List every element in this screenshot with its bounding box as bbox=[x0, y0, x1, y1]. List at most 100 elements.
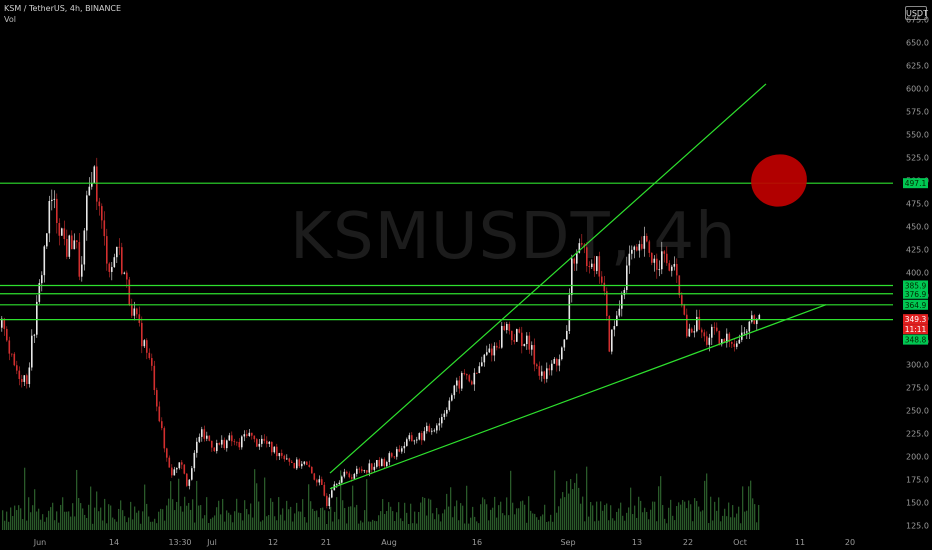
candle-body bbox=[641, 244, 643, 249]
volume-bar bbox=[322, 507, 324, 530]
volume-bar bbox=[536, 517, 538, 530]
volume-bar bbox=[52, 502, 54, 530]
trend-line bbox=[329, 304, 827, 490]
time-tick-label: Jun bbox=[33, 538, 47, 547]
volume-bar bbox=[234, 511, 236, 530]
volume-indicator-label[interactable]: Vol bbox=[4, 15, 16, 24]
volume-bar bbox=[394, 521, 396, 530]
candle-body bbox=[108, 263, 111, 272]
volume-bar bbox=[382, 499, 384, 530]
candle-body bbox=[3, 318, 6, 329]
candle-body bbox=[636, 246, 638, 251]
candle-body bbox=[308, 464, 311, 467]
candle-body bbox=[733, 343, 736, 347]
volume-bar bbox=[534, 513, 536, 530]
candle-body bbox=[366, 470, 368, 473]
volume-bar bbox=[706, 473, 708, 530]
price-tick-label: 125.0 bbox=[906, 522, 929, 531]
price-tick-label: 550.0 bbox=[906, 131, 929, 140]
candle-body bbox=[573, 258, 576, 264]
volume-bar bbox=[590, 501, 592, 530]
candle-body bbox=[631, 249, 633, 254]
candle-body bbox=[506, 323, 508, 331]
candle-body bbox=[433, 430, 436, 432]
volume-bar bbox=[324, 510, 326, 530]
candle-body bbox=[681, 295, 683, 306]
volume-bar bbox=[510, 470, 512, 530]
volume-bar bbox=[430, 499, 432, 530]
volume-bar bbox=[698, 506, 700, 530]
volume-bar bbox=[32, 505, 34, 530]
candle-body bbox=[386, 462, 388, 467]
price-label-text: 385.9 bbox=[905, 281, 927, 290]
candle-body bbox=[56, 198, 58, 223]
volume-bar bbox=[44, 521, 46, 530]
volume-bar bbox=[388, 502, 390, 530]
candle-body bbox=[713, 326, 716, 328]
candle-body bbox=[21, 378, 23, 382]
volume-bar bbox=[674, 520, 676, 530]
volume-bar bbox=[274, 516, 276, 530]
volume-bar bbox=[224, 521, 226, 530]
candle-body bbox=[66, 239, 68, 257]
volume-bar bbox=[424, 497, 426, 530]
candle-body bbox=[408, 435, 411, 440]
candle-body bbox=[11, 353, 13, 355]
currency-badge[interactable]: USDT bbox=[905, 6, 928, 20]
candle-body bbox=[458, 380, 461, 389]
candle-body bbox=[256, 439, 258, 447]
candle-body bbox=[243, 434, 246, 437]
volume-bar bbox=[436, 507, 438, 530]
volume-bar bbox=[620, 502, 622, 530]
candle-body bbox=[253, 435, 256, 440]
candle-body bbox=[686, 314, 688, 337]
symbol-title[interactable]: KSM / TetherUS, 4h, BINANCE bbox=[4, 4, 122, 13]
candle-body bbox=[598, 256, 601, 277]
candle-body bbox=[246, 434, 248, 436]
volume-bars bbox=[2, 466, 760, 530]
volume-bar bbox=[502, 513, 504, 530]
volume-bar bbox=[508, 515, 510, 530]
volume-bar bbox=[592, 505, 594, 530]
volume-bar bbox=[644, 507, 646, 530]
volume-bar bbox=[516, 508, 518, 530]
volume-bar bbox=[232, 522, 234, 530]
volume-bar bbox=[364, 510, 366, 530]
price-label-box bbox=[903, 299, 928, 310]
volume-bar bbox=[14, 505, 16, 530]
volume-bar bbox=[568, 493, 570, 530]
volume-bar bbox=[392, 511, 394, 530]
price-axis: 125.0 150.0 175.0 200.0 225.0 250.0 275.0 300.0… bbox=[906, 16, 929, 531]
candle-body bbox=[521, 332, 523, 347]
volume-bar bbox=[282, 508, 284, 530]
candle-body bbox=[83, 230, 86, 265]
time-tick-label: 13 bbox=[632, 538, 642, 547]
volume-bar bbox=[330, 506, 332, 530]
candle-body bbox=[1, 318, 3, 328]
candle-body bbox=[493, 345, 496, 356]
volume-bar bbox=[742, 486, 744, 530]
volume-bar bbox=[350, 506, 352, 530]
candle-body bbox=[426, 425, 428, 432]
candle-body bbox=[698, 316, 701, 330]
volume-bar bbox=[500, 501, 502, 530]
volume-bar bbox=[476, 521, 478, 530]
candle-body bbox=[116, 246, 118, 258]
candle-body bbox=[248, 432, 251, 436]
volume-bar bbox=[606, 503, 608, 530]
volume-bar bbox=[158, 511, 160, 530]
candle-body bbox=[711, 326, 713, 338]
volume-bar bbox=[506, 497, 508, 530]
time-tick-label: 22 bbox=[683, 538, 693, 547]
volume-bar bbox=[660, 476, 662, 530]
candle-body bbox=[316, 479, 318, 483]
candle-body bbox=[331, 490, 333, 498]
candle-body bbox=[301, 463, 303, 467]
volume-bar bbox=[276, 520, 278, 530]
volume-bar bbox=[216, 507, 218, 530]
volume-bar bbox=[128, 517, 130, 530]
candle-body bbox=[556, 358, 558, 366]
candle-body bbox=[91, 183, 93, 187]
volume-bar bbox=[336, 497, 338, 530]
